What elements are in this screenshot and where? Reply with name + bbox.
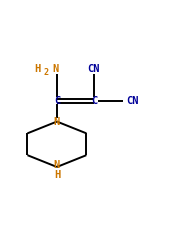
Text: C: C <box>54 96 60 106</box>
Text: CN: CN <box>88 64 100 74</box>
Text: C: C <box>91 96 97 106</box>
Text: CN: CN <box>126 96 139 106</box>
Text: N: N <box>54 160 60 170</box>
Text: N: N <box>52 64 58 74</box>
Text: 2: 2 <box>43 68 48 77</box>
Text: H: H <box>34 64 41 74</box>
Text: H: H <box>54 170 60 180</box>
Text: N: N <box>54 116 60 127</box>
